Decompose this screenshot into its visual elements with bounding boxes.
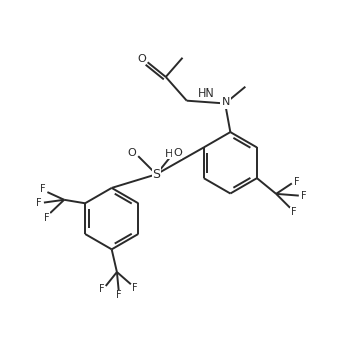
Text: F: F (300, 191, 306, 201)
Text: HN: HN (198, 88, 214, 98)
Text: F: F (132, 283, 138, 293)
Text: O: O (173, 148, 182, 158)
Text: HN: HN (198, 89, 215, 99)
Text: N: N (221, 99, 229, 109)
Text: O: O (173, 148, 182, 158)
Text: F: F (36, 197, 42, 207)
Text: HN: HN (165, 149, 181, 159)
Text: F: F (40, 184, 46, 194)
Text: F: F (291, 207, 296, 217)
Text: F: F (44, 212, 50, 222)
Text: F: F (116, 290, 121, 300)
Text: N: N (222, 97, 230, 107)
Text: N: N (221, 99, 229, 109)
Text: O: O (137, 54, 146, 64)
Text: F: F (99, 285, 104, 295)
Text: O: O (127, 148, 136, 158)
Text: F: F (294, 177, 299, 187)
Text: S: S (153, 168, 160, 181)
Text: O: O (127, 148, 136, 158)
Text: O: O (137, 54, 146, 64)
Text: S: S (153, 168, 160, 181)
